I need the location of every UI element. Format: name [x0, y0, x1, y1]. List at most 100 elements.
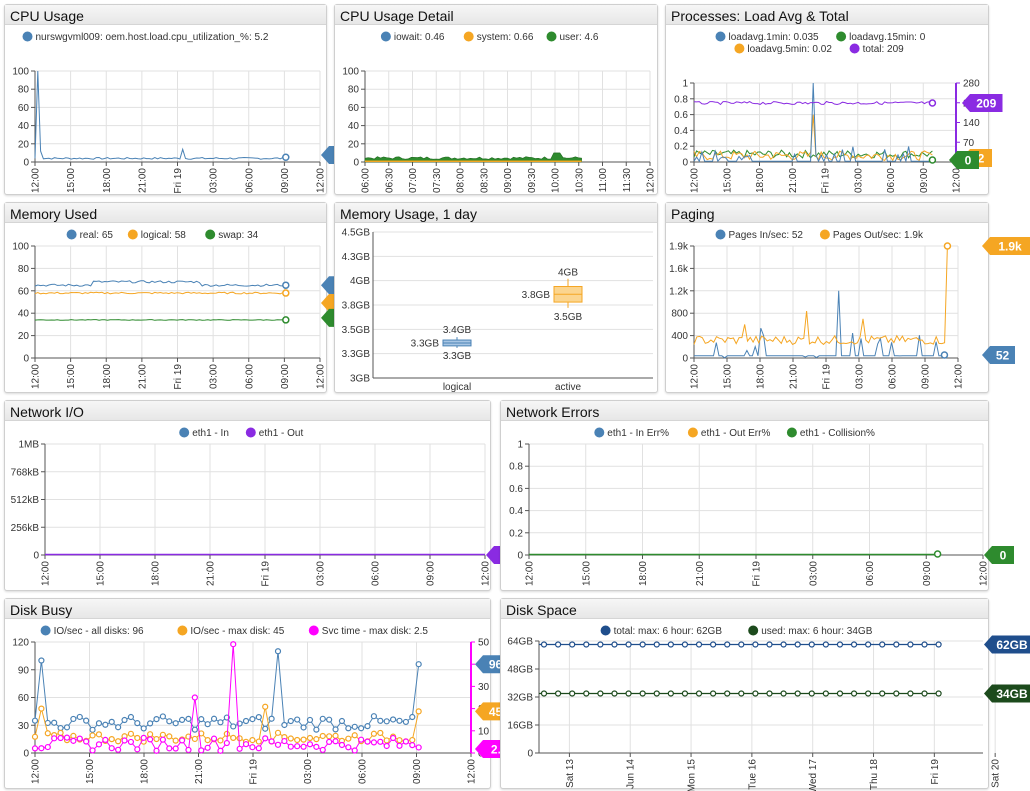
- paging-chart[interactable]: Pages In/sec: 52 Pages Out/sec: 1.9k 0 400 8…: [666, 224, 1030, 392]
- legend-item[interactable]: user: 4.6: [546, 31, 599, 44]
- cpu-usage-detail-chart[interactable]: iowait: 0.46 system: 0.66 user: 4.6 0 20 40 60…: [335, 26, 657, 194]
- legend-item[interactable]: eth1 - In Err%: [594, 427, 669, 440]
- y-tick-label: 0: [23, 158, 29, 169]
- io-all-disks-point: [191, 726, 198, 733]
- svc-time-point: [140, 734, 147, 741]
- svc-time-point: [377, 738, 384, 745]
- x-tick-label: 12:00: [481, 561, 492, 586]
- io-all-disks-point: [338, 717, 346, 725]
- y2-tick-label: 140: [963, 118, 980, 129]
- io-max-disk-point: [249, 737, 256, 744]
- legend-label: logical: 58: [141, 230, 186, 241]
- y-tick-label: 3.8GB: [342, 301, 371, 312]
- x-tick-label: 18:00: [151, 561, 162, 586]
- legend-item[interactable]: Pages In/sec: 52: [715, 229, 804, 242]
- widget-disk-busy: Disk Busy IO/sec - all disks: 96 IO/sec -…: [4, 598, 516, 789]
- io-all-disks-point: [249, 716, 256, 723]
- legend-item[interactable]: eth1 - Out Err%: [687, 427, 771, 440]
- y-tick-label: 80: [348, 85, 360, 96]
- total-point: [597, 641, 604, 648]
- total-point: [738, 641, 745, 648]
- total-point: [879, 641, 886, 648]
- x-tick-label: 09:00: [280, 364, 291, 389]
- legend-item[interactable]: IO/sec - all disks: 96: [40, 625, 144, 638]
- legend-item[interactable]: Pages Out/sec: 1.9k: [819, 229, 924, 242]
- legend-item[interactable]: eth1 - Out: [245, 427, 304, 440]
- legend-label: Svc time - max disk: 2.5: [322, 626, 429, 637]
- legend-swatch: [308, 625, 319, 636]
- legend-item[interactable]: used: max: 6 hour: 34GB: [748, 625, 873, 638]
- x-tick-label: 12:00: [952, 168, 963, 193]
- y-tick-label: 4.3GB: [342, 252, 371, 263]
- legend-item[interactable]: nurswgvml009: oem.host.load.cpu_utilizat…: [22, 31, 269, 44]
- y-tick-label: 0: [527, 749, 533, 760]
- x-tick-label: 21:00: [695, 561, 706, 586]
- x-tick-label: 12:00: [646, 168, 657, 193]
- io-max-disk-point: [306, 734, 314, 742]
- legend-item[interactable]: total: 209: [849, 43, 905, 56]
- y-tick-label: 60: [348, 103, 360, 114]
- y-tick-label: 1: [682, 79, 688, 90]
- processes-chart[interactable]: loadavg.1min: 0.035 loadavg.15min: 0 loada…: [666, 26, 1003, 194]
- svc-time-point: [185, 746, 192, 754]
- x-tick-label: Wed 17: [808, 759, 819, 791]
- io-all-disks-point: [230, 723, 237, 730]
- y-tick-label: 3.3GB: [342, 349, 371, 360]
- total-point: [625, 641, 632, 648]
- network-io-chart[interactable]: eth1 - In eth1 - Out 0 256kB 512kB 768kB 1MB 12…: [5, 422, 516, 590]
- badge-shape: [475, 655, 508, 674]
- y-tick-label: 100: [342, 67, 359, 78]
- widget-title: Paging: [666, 203, 988, 223]
- x-tick-label: 11:00: [598, 168, 609, 193]
- y-tick-label: 1MB: [18, 440, 39, 451]
- legend-item[interactable]: logical: 58: [127, 229, 186, 242]
- svc-time-point: [326, 738, 333, 745]
- svc-time-point: [262, 735, 269, 742]
- svc-time-point: [402, 738, 409, 745]
- legend-item[interactable]: Svc time - max disk: 2.5: [308, 625, 429, 638]
- legend-item[interactable]: total: max: 6 hour: 62GB: [600, 625, 723, 638]
- total-point: [569, 641, 576, 648]
- disk-busy-chart[interactable]: IO/sec - all disks: 96 IO/sec - max disk:…: [5, 620, 516, 788]
- x-tick-label: 06:00: [358, 759, 369, 784]
- network-errors-chart[interactable]: eth1 - In Err% eth1 - Out Err% eth1 - Coll…: [501, 422, 1014, 590]
- legend-item[interactable]: swap: 34: [205, 229, 259, 242]
- legend-label: total: 209: [863, 44, 905, 55]
- legend-item[interactable]: loadavg.1min: 0.035: [715, 31, 820, 44]
- io-max-disk-point: [89, 732, 96, 739]
- y-tick-label: 0.6: [674, 110, 688, 121]
- x-tick-label: 18:00: [756, 364, 767, 389]
- legend-item[interactable]: IO/sec - max disk: 45: [177, 625, 285, 638]
- legend-swatch: [546, 31, 557, 42]
- x-tick-label: 06:00: [371, 561, 382, 586]
- x-tick-label: 12:00: [525, 561, 536, 586]
- x-tick-label: 15:00: [723, 364, 734, 389]
- y-tick-label: 80: [18, 85, 30, 96]
- io-max-disk-point: [351, 732, 358, 739]
- used-badge: 34GB: [984, 684, 1030, 703]
- legend-item[interactable]: eth1 - In: [179, 427, 229, 440]
- x-tick-label: 07:30: [432, 168, 443, 193]
- svc-time-point: [281, 737, 288, 745]
- legend-item[interactable]: iowait: 0.46: [380, 31, 445, 44]
- cpu-series-line: [34, 70, 287, 160]
- disk-space-chart[interactable]: total: max: 6 hour: 62GB used: max: 6 hou…: [501, 620, 1030, 791]
- legend-label: eth1 - Out: [259, 428, 304, 439]
- legend-item[interactable]: loadavg.5min: 0.02: [734, 43, 832, 56]
- used-point: [935, 690, 942, 697]
- widget-cpu-usage-detail: CPU Usage Detail iowait: 0.46 system: 0.6…: [334, 4, 658, 195]
- box-label: 3.3GB: [411, 338, 440, 349]
- used-point: [836, 690, 844, 697]
- y-tick-label: 0: [353, 158, 359, 169]
- io-max-disk-point: [57, 729, 64, 736]
- memory-used-chart[interactable]: real: 65 logical: 58 swap: 34 0 20 40 60 80 100 1…: [5, 224, 354, 392]
- used-point: [554, 690, 562, 697]
- legend-item[interactable]: real: 65: [66, 229, 114, 242]
- io-max-disk-point: [236, 735, 243, 742]
- legend-item[interactable]: loadavg.15min: 0: [836, 31, 926, 44]
- legend-item[interactable]: system: 0.66: [463, 31, 534, 44]
- cpu-usage-chart[interactable]: nurswgvml009: oem.host.load.cpu_utilizat…: [5, 26, 362, 194]
- y2-tick-label: 280: [963, 79, 980, 90]
- legend-item[interactable]: eth1 - Collision%: [786, 427, 875, 440]
